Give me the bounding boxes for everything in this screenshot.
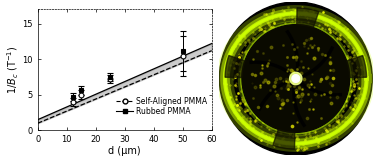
X-axis label: d (μm): d (μm): [108, 146, 141, 156]
Polygon shape: [242, 25, 350, 132]
Polygon shape: [297, 8, 319, 28]
Y-axis label: 1/$B_c$ (T$^{-1}$): 1/$B_c$ (T$^{-1}$): [6, 46, 21, 94]
Legend: Self-Aligned PMMA, Rubbed PMMA: Self-Aligned PMMA, Rubbed PMMA: [115, 96, 208, 117]
Circle shape: [219, 2, 372, 155]
Polygon shape: [225, 55, 245, 78]
Polygon shape: [290, 72, 302, 85]
Polygon shape: [292, 75, 300, 82]
Polygon shape: [273, 129, 295, 149]
Polygon shape: [347, 55, 367, 78]
